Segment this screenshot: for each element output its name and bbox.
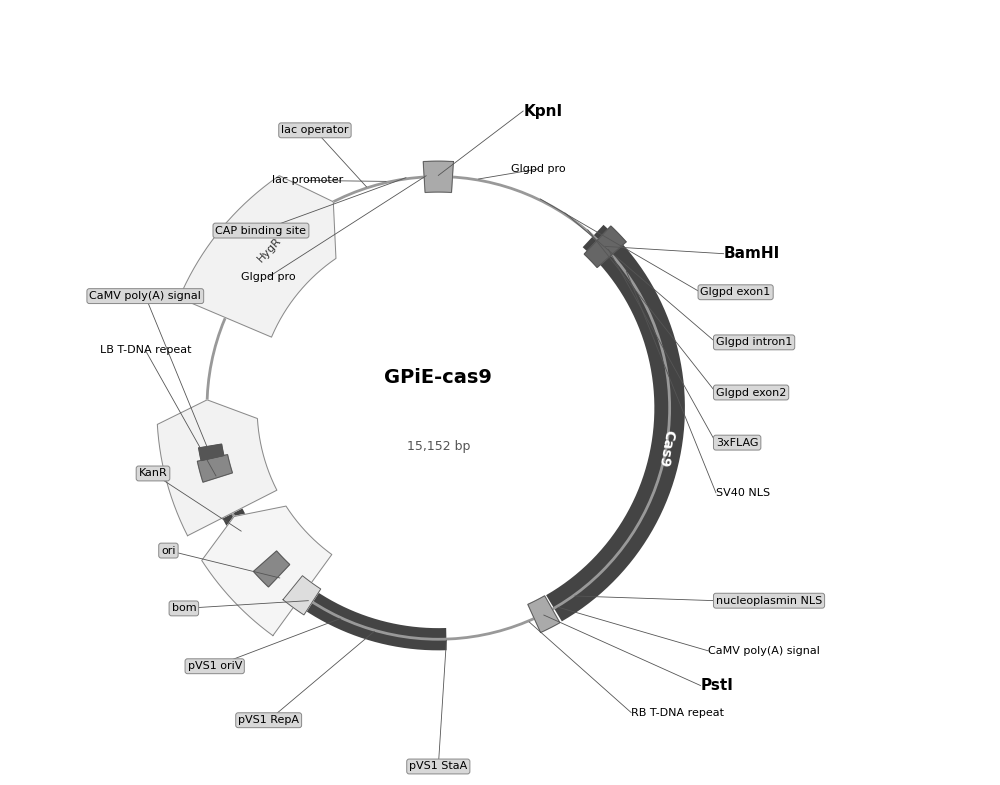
Text: Glgpd pro: Glgpd pro — [511, 164, 566, 174]
Polygon shape — [197, 455, 232, 482]
Text: Glgpd intron1: Glgpd intron1 — [716, 338, 792, 348]
Text: lac promoter: lac promoter — [272, 175, 343, 185]
Text: 15,152 bp: 15,152 bp — [407, 440, 470, 453]
Polygon shape — [199, 444, 224, 461]
Text: Glgpd pro: Glgpd pro — [241, 272, 296, 282]
Text: CAP binding site: CAP binding site — [215, 225, 306, 236]
Text: lac operator: lac operator — [281, 126, 349, 135]
Text: CaMV poly(A) signal: CaMV poly(A) signal — [89, 291, 201, 301]
Text: Glgpd exon1: Glgpd exon1 — [700, 287, 771, 298]
Text: LB T-DNA repeat: LB T-DNA repeat — [100, 345, 191, 355]
Text: PstI: PstI — [700, 678, 733, 693]
Text: RB T-DNA repeat: RB T-DNA repeat — [631, 707, 724, 717]
Polygon shape — [423, 161, 453, 192]
Text: KpnI: KpnI — [523, 104, 562, 119]
Text: CaMV poly(A) signal: CaMV poly(A) signal — [708, 646, 820, 655]
Polygon shape — [157, 400, 277, 535]
Text: BamHI: BamHI — [724, 246, 780, 261]
Text: bom: bom — [172, 604, 196, 613]
Polygon shape — [202, 506, 332, 636]
Polygon shape — [584, 226, 626, 268]
Text: pVS1 StaA: pVS1 StaA — [409, 761, 467, 772]
Polygon shape — [254, 551, 290, 587]
Text: ori: ori — [161, 546, 176, 556]
Text: nucleoplasmin NLS: nucleoplasmin NLS — [716, 596, 822, 606]
Polygon shape — [528, 596, 560, 633]
Text: pVS1 RepA: pVS1 RepA — [238, 715, 299, 725]
Text: KanR: KanR — [139, 469, 167, 479]
Text: SV40 NLS: SV40 NLS — [716, 487, 770, 498]
Text: Cas9: Cas9 — [656, 429, 676, 468]
Text: Glgpd exon2: Glgpd exon2 — [716, 388, 786, 397]
Text: pVS1 oriV: pVS1 oriV — [188, 661, 242, 671]
Text: 3xFLAG: 3xFLAG — [716, 437, 758, 447]
Text: HygR: HygR — [255, 236, 283, 265]
Polygon shape — [179, 176, 336, 337]
Text: GPiE-cas9: GPiE-cas9 — [384, 367, 492, 386]
Polygon shape — [283, 575, 321, 615]
